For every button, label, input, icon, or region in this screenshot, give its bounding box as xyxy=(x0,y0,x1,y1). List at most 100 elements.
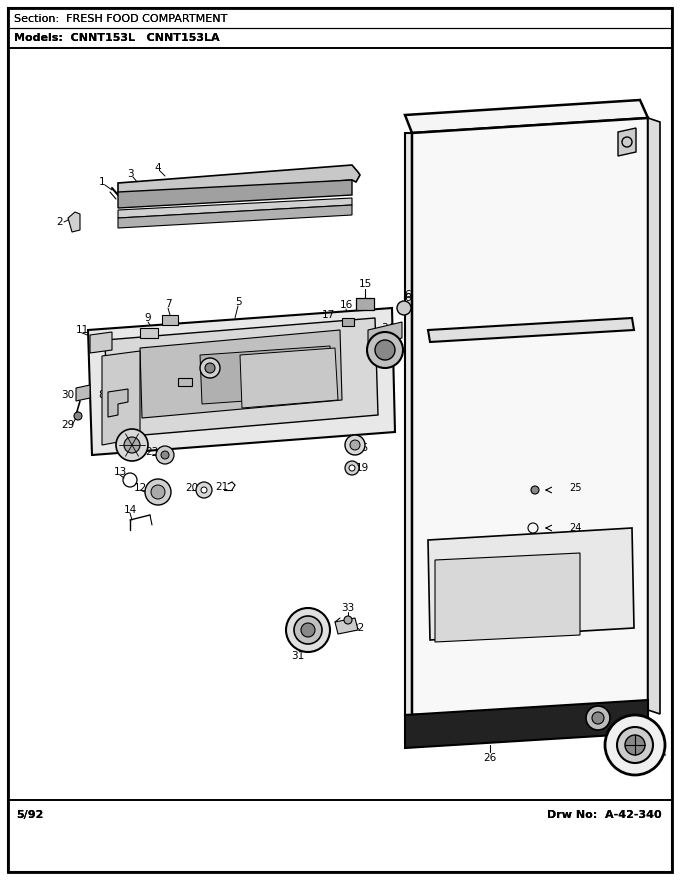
Circle shape xyxy=(145,479,171,505)
Text: Drw No:  A-42-340: Drw No: A-42-340 xyxy=(547,810,662,820)
Text: 34: 34 xyxy=(381,323,394,333)
Text: 9: 9 xyxy=(145,313,152,323)
Polygon shape xyxy=(648,118,660,714)
Circle shape xyxy=(294,616,322,644)
Circle shape xyxy=(345,461,359,475)
Text: 19: 19 xyxy=(356,463,369,473)
Text: 5: 5 xyxy=(235,297,241,307)
Text: 2: 2 xyxy=(56,217,63,227)
Circle shape xyxy=(116,429,148,461)
Circle shape xyxy=(617,727,653,763)
Text: 35: 35 xyxy=(356,443,369,453)
Text: 6: 6 xyxy=(405,293,411,303)
Circle shape xyxy=(156,446,174,464)
Circle shape xyxy=(200,358,220,378)
Polygon shape xyxy=(428,318,634,342)
Text: 1: 1 xyxy=(99,177,105,187)
Polygon shape xyxy=(435,553,580,642)
Circle shape xyxy=(201,487,207,493)
Polygon shape xyxy=(618,128,636,156)
Bar xyxy=(178,378,192,386)
Polygon shape xyxy=(405,133,412,715)
Polygon shape xyxy=(68,212,80,232)
Text: 15: 15 xyxy=(358,279,372,289)
Text: 23: 23 xyxy=(146,447,158,457)
Circle shape xyxy=(124,437,140,453)
Text: Section:  FRESH FOOD COMPARTMENT: Section: FRESH FOOD COMPARTMENT xyxy=(14,14,227,24)
Circle shape xyxy=(531,486,539,494)
Polygon shape xyxy=(105,318,378,438)
Circle shape xyxy=(349,465,355,471)
Text: 11: 11 xyxy=(75,325,88,335)
Polygon shape xyxy=(118,198,352,218)
Polygon shape xyxy=(240,348,338,408)
Text: 24: 24 xyxy=(568,523,581,533)
Polygon shape xyxy=(88,308,395,455)
Text: 25: 25 xyxy=(568,483,581,493)
Polygon shape xyxy=(90,332,112,353)
Circle shape xyxy=(205,363,215,373)
Polygon shape xyxy=(428,528,634,640)
Text: 8: 8 xyxy=(99,390,105,400)
Text: 12: 12 xyxy=(133,483,147,493)
Text: 13: 13 xyxy=(114,467,126,477)
Text: Drw No:  A-42-340: Drw No: A-42-340 xyxy=(547,810,662,820)
Text: 18: 18 xyxy=(189,355,203,365)
Circle shape xyxy=(286,608,330,652)
Bar xyxy=(140,328,158,338)
Circle shape xyxy=(592,712,604,724)
Text: 3: 3 xyxy=(126,169,133,179)
Text: 5/92: 5/92 xyxy=(16,810,44,820)
Text: Section:  FRESH FOOD COMPARTMENT: Section: FRESH FOOD COMPARTMENT xyxy=(14,14,227,24)
Text: 28: 28 xyxy=(649,752,662,762)
Circle shape xyxy=(586,706,610,730)
Circle shape xyxy=(74,412,82,420)
Text: 17: 17 xyxy=(322,310,335,320)
Circle shape xyxy=(350,440,360,450)
Circle shape xyxy=(367,332,403,368)
Text: 6: 6 xyxy=(405,290,411,300)
Text: 33: 33 xyxy=(341,603,355,613)
Polygon shape xyxy=(368,322,402,346)
Text: 30: 30 xyxy=(61,390,75,400)
Circle shape xyxy=(605,715,665,775)
Text: 31: 31 xyxy=(291,651,305,661)
Text: 26: 26 xyxy=(483,753,496,763)
Bar xyxy=(356,298,374,310)
Polygon shape xyxy=(405,100,648,133)
Circle shape xyxy=(344,616,352,624)
Polygon shape xyxy=(335,618,358,634)
Circle shape xyxy=(375,340,395,360)
Circle shape xyxy=(151,485,165,499)
Text: Models:  CNNT153L   CNNT153LA: Models: CNNT153L CNNT153LA xyxy=(14,33,220,43)
Polygon shape xyxy=(108,389,128,417)
Polygon shape xyxy=(76,385,90,401)
Text: 10: 10 xyxy=(108,432,122,442)
Circle shape xyxy=(345,435,365,455)
Text: 16: 16 xyxy=(339,300,353,310)
Text: 21: 21 xyxy=(216,482,228,492)
Bar xyxy=(342,318,354,326)
Text: Models:  CNNT153L   CNNT153LA: Models: CNNT153L CNNT153LA xyxy=(14,33,220,43)
Circle shape xyxy=(196,482,212,498)
Polygon shape xyxy=(118,205,352,228)
Text: 22: 22 xyxy=(178,370,192,380)
Text: 20: 20 xyxy=(186,483,199,493)
Circle shape xyxy=(301,623,315,637)
Polygon shape xyxy=(140,330,342,418)
Circle shape xyxy=(625,735,645,755)
Polygon shape xyxy=(118,180,352,208)
Text: 14: 14 xyxy=(123,505,137,515)
Polygon shape xyxy=(412,118,648,715)
Circle shape xyxy=(397,301,411,315)
Text: 5/92: 5/92 xyxy=(16,810,44,820)
Text: 27: 27 xyxy=(565,713,579,723)
Polygon shape xyxy=(102,351,140,445)
Polygon shape xyxy=(118,165,360,197)
Polygon shape xyxy=(200,346,332,404)
Text: 7: 7 xyxy=(165,299,171,309)
Polygon shape xyxy=(405,700,648,748)
Circle shape xyxy=(161,451,169,459)
Text: 29: 29 xyxy=(61,420,75,430)
Bar xyxy=(162,315,178,325)
